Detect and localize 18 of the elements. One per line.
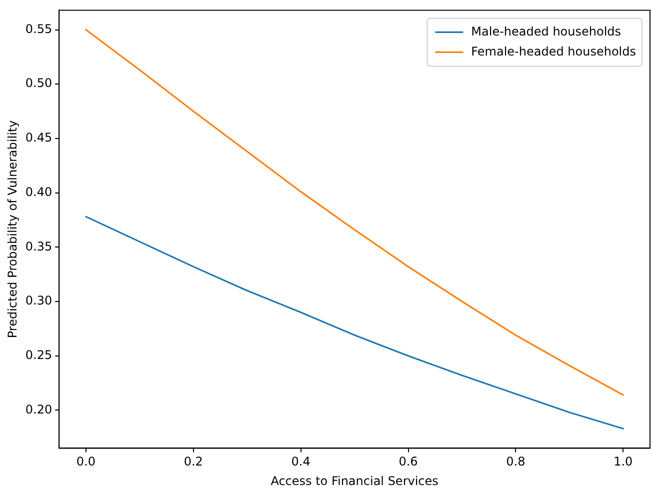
- y-tick-label: 0.30: [25, 294, 52, 308]
- y-tick-label: 0.35: [25, 239, 52, 254]
- legend-label: Male-headed households: [471, 24, 622, 38]
- y-tick-label: 0.45: [25, 130, 52, 145]
- y-tick-label: 0.50: [25, 76, 52, 90]
- x-axis-title: Access to Financial Services: [270, 474, 438, 488]
- x-tick-label: 0.0: [76, 454, 96, 469]
- y-tick-label: 0.25: [25, 348, 52, 362]
- x-tick-label: 0.8: [506, 454, 526, 469]
- x-tick-label: 0.2: [184, 454, 203, 469]
- y-axis-title: Predicted Probability of Vulnerability: [5, 120, 20, 338]
- x-tick-label: 1.0: [614, 454, 633, 469]
- y-tick-label: 0.55: [25, 22, 52, 36]
- legend-label: Female-headed households: [471, 44, 636, 58]
- x-tick-label: 0.4: [291, 454, 310, 469]
- y-tick-label: 0.40: [25, 184, 52, 199]
- y-tick-label: 0.20: [25, 402, 52, 416]
- x-tick-label: 0.6: [398, 454, 418, 469]
